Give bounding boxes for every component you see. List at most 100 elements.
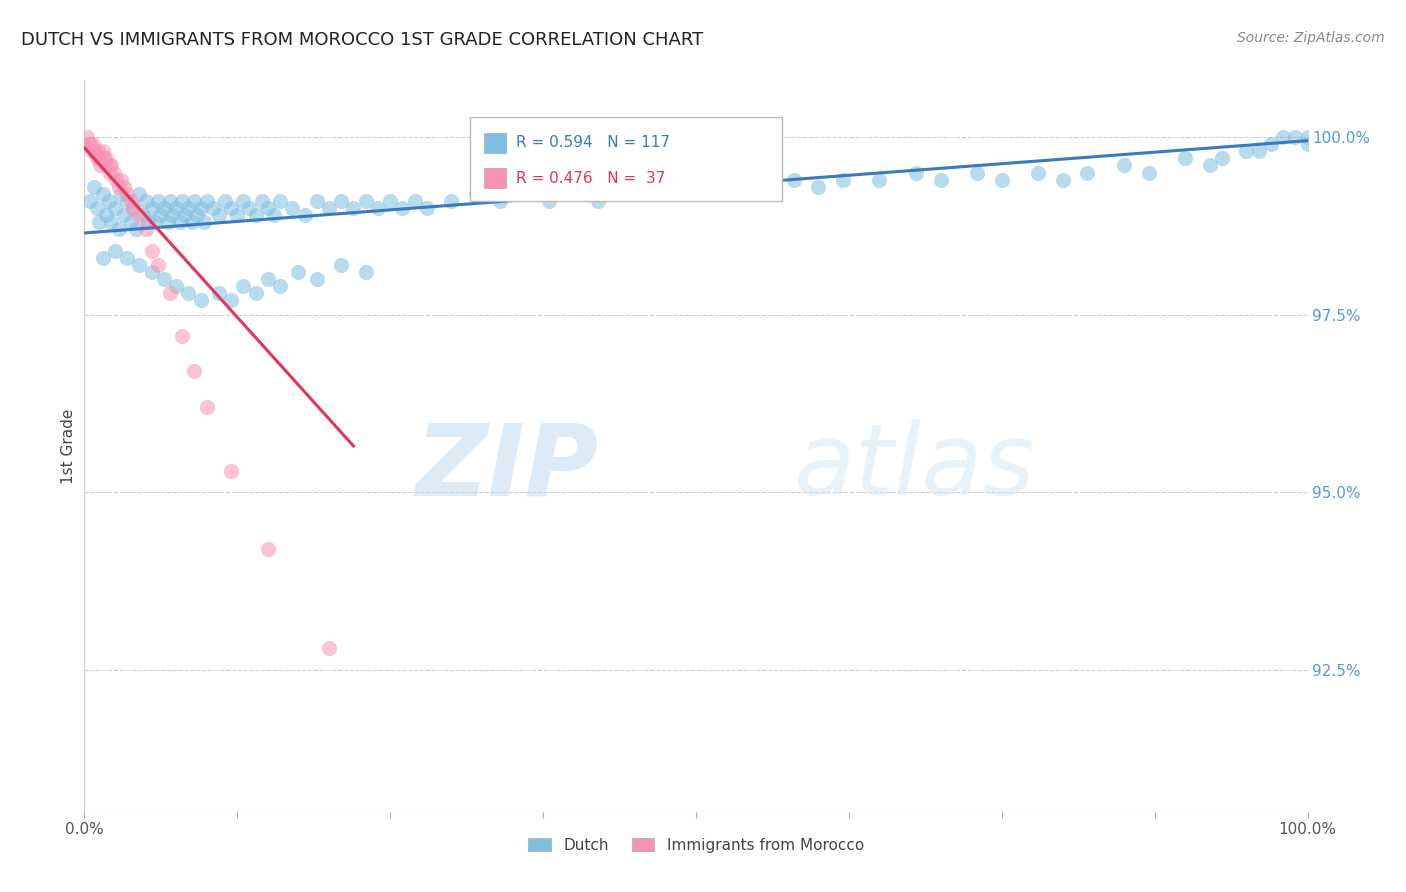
Point	[269, 279, 291, 293]
Point	[86, 152, 108, 166]
Point	[96, 208, 118, 222]
Point	[76, 130, 98, 145]
Point	[661, 179, 683, 194]
Point	[1076, 165, 1098, 179]
Point	[97, 194, 120, 208]
Point	[87, 152, 110, 166]
Point	[226, 208, 249, 222]
Point	[83, 145, 105, 159]
Point	[624, 186, 647, 201]
Point	[91, 145, 114, 159]
Point	[115, 186, 138, 201]
Point	[330, 194, 353, 208]
Point	[257, 541, 280, 556]
Point	[115, 194, 138, 208]
Point	[84, 145, 107, 159]
Point	[464, 186, 486, 201]
Point	[391, 201, 413, 215]
Text: R = 0.594   N = 117: R = 0.594 N = 117	[516, 136, 671, 150]
Point	[294, 208, 316, 222]
Point	[190, 293, 212, 308]
FancyBboxPatch shape	[470, 117, 782, 201]
Text: R = 0.476   N =  37: R = 0.476 N = 37	[516, 170, 665, 186]
Point	[783, 172, 806, 186]
Point	[869, 172, 891, 186]
Point	[281, 201, 304, 215]
Point	[186, 208, 208, 222]
Point	[709, 179, 731, 194]
Point	[104, 201, 127, 215]
Point	[562, 186, 585, 201]
Point	[87, 215, 110, 229]
Point	[128, 258, 150, 272]
Point	[112, 179, 135, 194]
Point	[929, 172, 952, 186]
Point	[94, 159, 117, 173]
Point	[122, 201, 145, 215]
Point	[1052, 172, 1074, 186]
Point	[104, 244, 127, 258]
Point	[83, 179, 105, 194]
Point	[107, 179, 129, 194]
Point	[416, 201, 439, 215]
Point	[219, 293, 242, 308]
Point	[1137, 165, 1160, 179]
Point	[86, 201, 108, 215]
Point	[91, 251, 114, 265]
Point	[143, 215, 166, 229]
Point	[318, 201, 340, 215]
Point	[135, 222, 157, 236]
Point	[257, 272, 280, 286]
Point	[440, 194, 463, 208]
Text: atlas: atlas	[794, 419, 1035, 516]
Point	[181, 215, 204, 229]
Point	[177, 201, 200, 215]
Point	[193, 215, 215, 229]
Point	[1296, 130, 1319, 145]
Point	[1198, 159, 1220, 173]
Point	[257, 201, 280, 215]
Point	[1028, 165, 1050, 179]
Point	[305, 272, 328, 286]
Point	[172, 329, 194, 343]
Point	[354, 265, 377, 279]
Point	[318, 641, 340, 656]
Point	[93, 152, 115, 166]
Point	[79, 194, 101, 208]
Point	[238, 201, 260, 215]
Point	[91, 186, 114, 201]
Point	[195, 194, 218, 208]
Point	[269, 194, 291, 208]
Point	[214, 194, 236, 208]
Point	[1260, 137, 1282, 152]
Point	[1174, 152, 1197, 166]
Point	[146, 194, 169, 208]
Text: ZIP: ZIP	[415, 419, 598, 516]
Point	[165, 201, 187, 215]
Point	[87, 145, 110, 159]
Point	[245, 286, 267, 301]
Point	[141, 244, 163, 258]
Legend: Dutch, Immigrants from Morocco: Dutch, Immigrants from Morocco	[522, 831, 870, 859]
Point	[190, 201, 212, 215]
Point	[159, 286, 181, 301]
Point	[120, 194, 142, 208]
Point	[103, 165, 125, 179]
Point	[141, 265, 163, 279]
Point	[1296, 137, 1319, 152]
Point	[807, 179, 830, 194]
Point	[110, 172, 132, 186]
Point	[380, 194, 402, 208]
Point	[404, 194, 426, 208]
Point	[1284, 130, 1306, 145]
Point	[115, 251, 138, 265]
Point	[132, 208, 155, 222]
Point	[128, 186, 150, 201]
Point	[685, 186, 707, 201]
Point	[173, 208, 195, 222]
Point	[250, 194, 273, 208]
Point	[831, 172, 853, 186]
Point	[905, 165, 928, 179]
Point	[122, 201, 145, 215]
Point	[112, 208, 135, 222]
